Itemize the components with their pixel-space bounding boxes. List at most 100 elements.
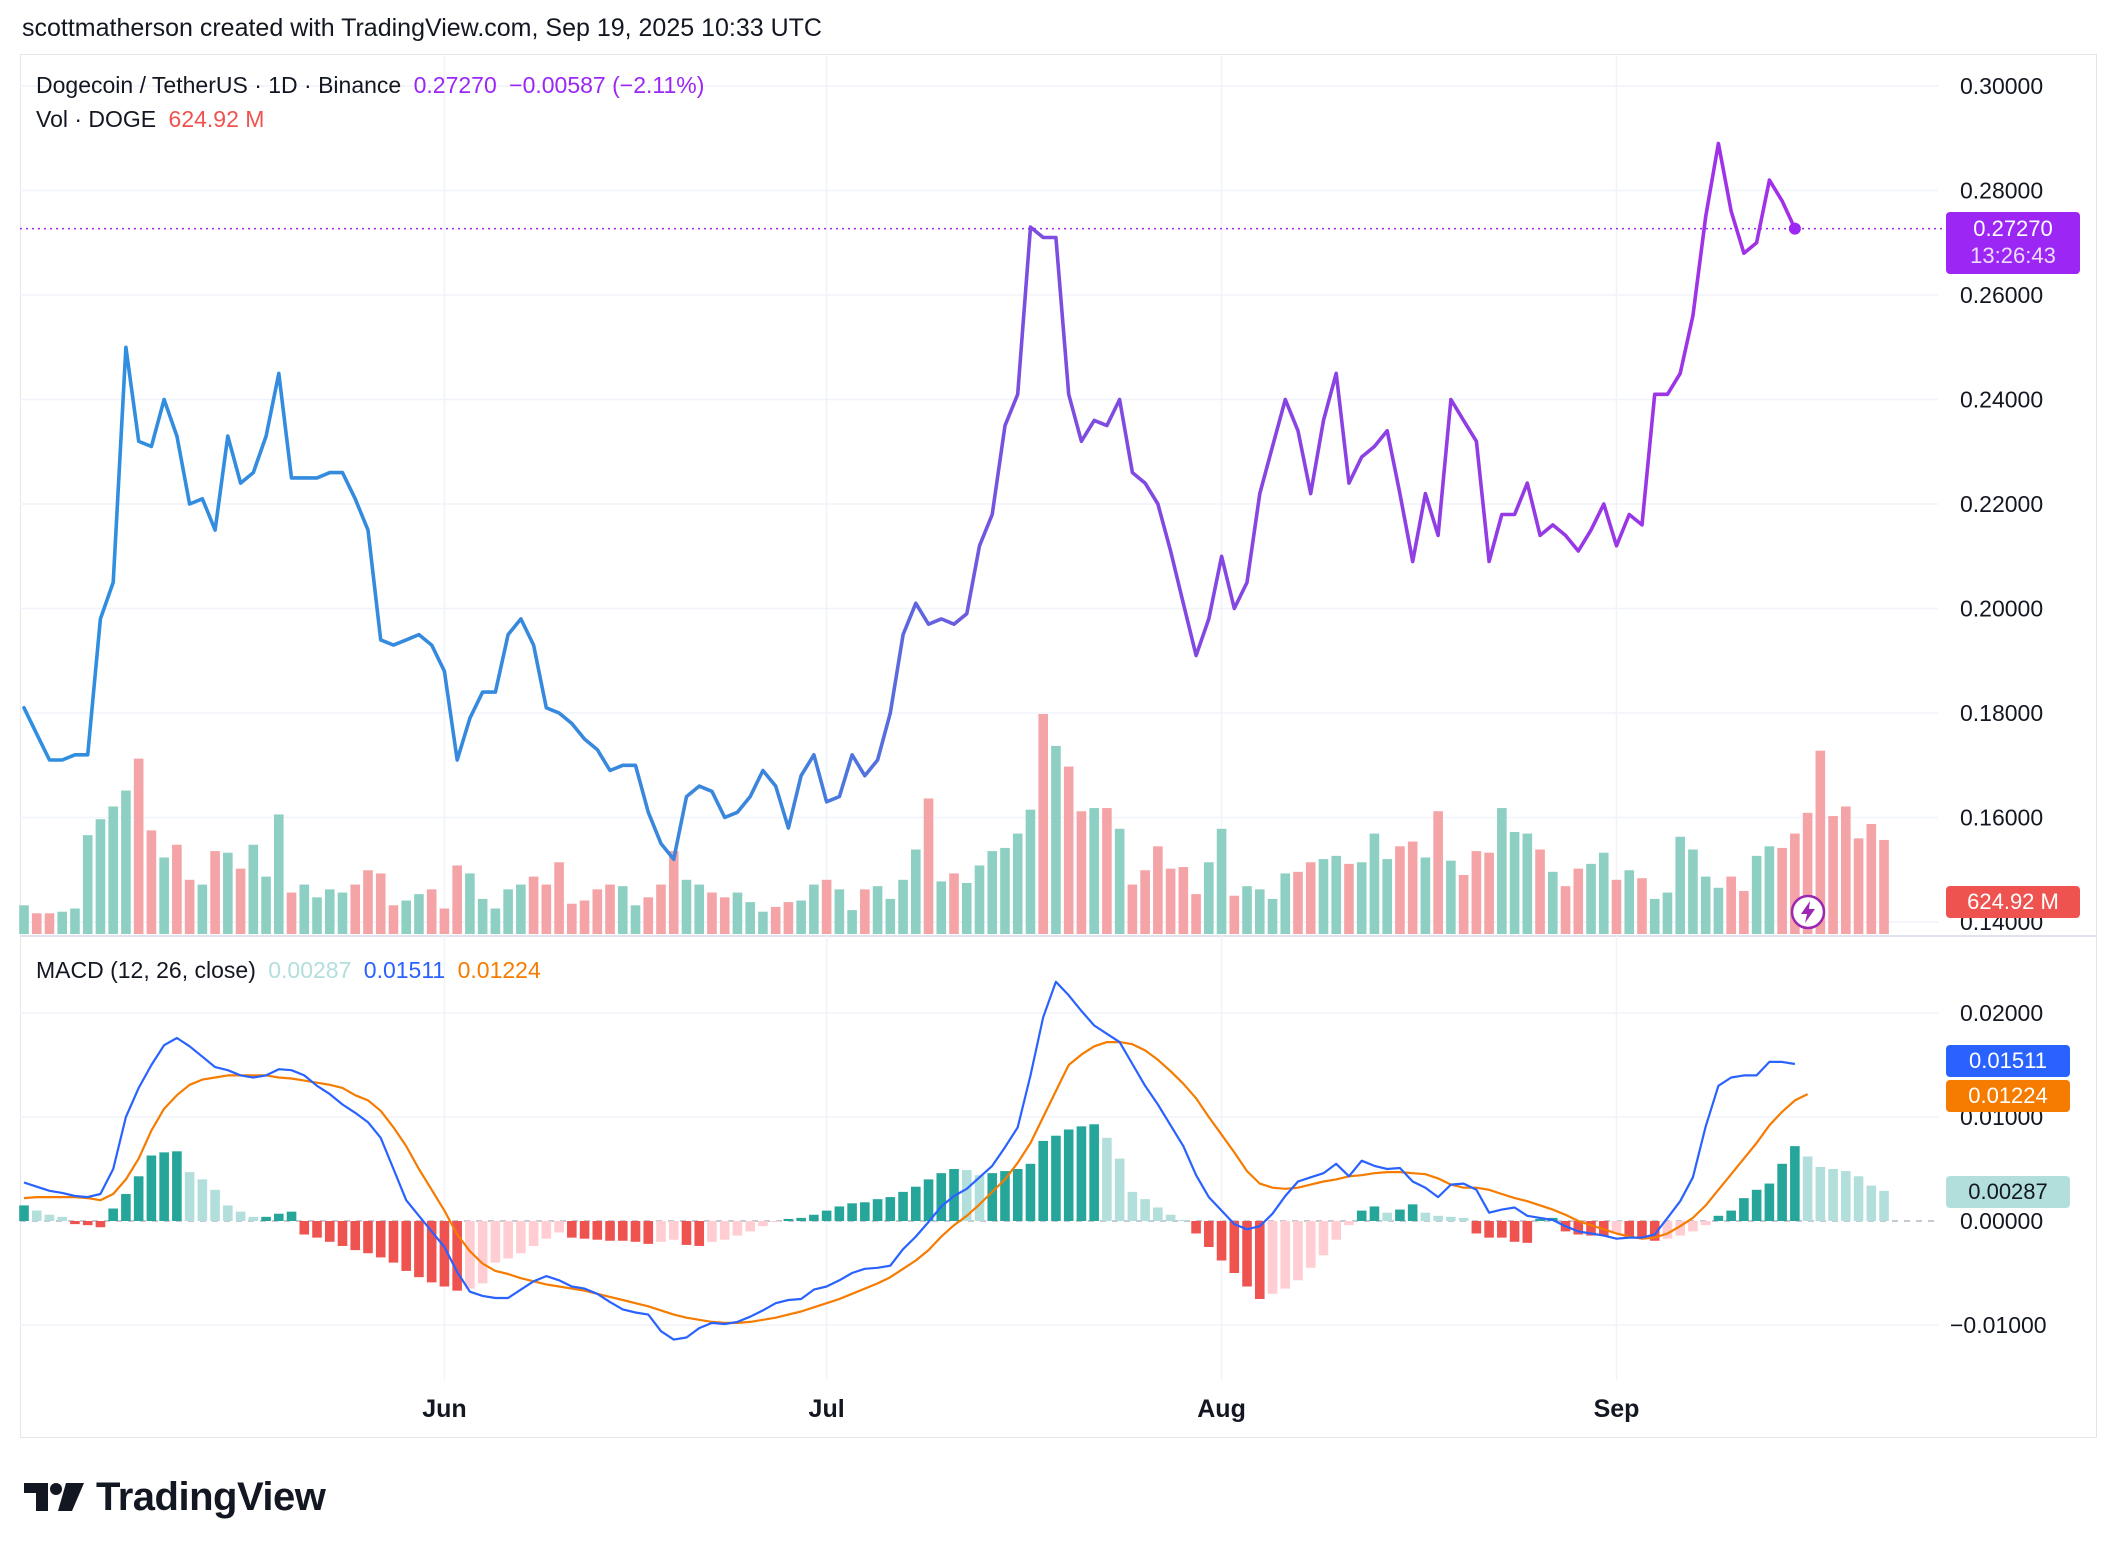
volume-bar bbox=[1012, 833, 1023, 934]
volume-bar bbox=[108, 806, 118, 934]
macd-histogram-bar bbox=[1497, 1221, 1507, 1238]
macd-lines bbox=[23, 980, 1809, 1341]
bar-countdown: 13:26:43 bbox=[1970, 243, 2056, 268]
macd-histogram-bar bbox=[44, 1214, 55, 1221]
macd-histogram-bar bbox=[758, 1221, 768, 1227]
macd-histogram-bar bbox=[707, 1221, 717, 1242]
tradingview-mark-icon bbox=[24, 1483, 84, 1511]
macd-histogram-bar bbox=[337, 1221, 348, 1246]
macd-histogram-bar bbox=[1828, 1169, 1838, 1221]
volume-bar bbox=[1344, 863, 1354, 934]
macd-histogram-bar bbox=[1726, 1210, 1736, 1221]
macd-histogram-bar bbox=[1229, 1221, 1240, 1273]
volume-bar bbox=[1420, 857, 1431, 934]
volume-bar bbox=[1204, 862, 1214, 934]
volume-bar bbox=[974, 865, 985, 934]
volume-bar bbox=[770, 906, 781, 934]
volume-bar bbox=[95, 819, 106, 934]
volume-bar bbox=[1739, 890, 1749, 934]
volume-title[interactable]: Vol · DOGE bbox=[36, 106, 157, 132]
macd-histogram-bar bbox=[324, 1221, 335, 1242]
volume-bar bbox=[1242, 886, 1252, 934]
volume-bar bbox=[1025, 809, 1036, 934]
volume-bar bbox=[1038, 714, 1048, 934]
attribution-header: scottmatherson created with TradingView.… bbox=[22, 14, 822, 42]
macd-histogram-bar bbox=[961, 1170, 972, 1221]
legend-volume-value: 624.92 M bbox=[168, 106, 265, 132]
macd-histogram-bar bbox=[70, 1221, 80, 1225]
volume-bar bbox=[1471, 851, 1482, 934]
macd-tick-label: 0.02000 bbox=[1960, 1000, 2043, 1026]
volume-bar bbox=[860, 889, 870, 934]
macd-histogram-bar bbox=[1802, 1156, 1813, 1221]
volume-bar bbox=[414, 894, 424, 934]
volume-bar bbox=[337, 892, 348, 934]
volume-bar bbox=[477, 898, 488, 934]
macd-histogram-bar bbox=[592, 1221, 603, 1240]
macd-histogram-bar bbox=[1484, 1221, 1494, 1238]
macd-histogram-bar bbox=[834, 1206, 845, 1221]
macd-histogram-bar bbox=[159, 1152, 169, 1221]
volume-bar bbox=[1777, 847, 1787, 934]
volume-bar bbox=[630, 905, 641, 934]
volume-bar bbox=[1879, 839, 1889, 934]
volume-bar bbox=[643, 897, 654, 934]
volume-bar bbox=[1382, 859, 1392, 934]
volume-bar bbox=[248, 844, 259, 934]
symbol-title[interactable]: Dogecoin / TetherUS · 1D · Binance bbox=[36, 72, 402, 98]
volume-bar bbox=[1509, 831, 1520, 934]
volume-bar bbox=[274, 814, 284, 934]
volume-bar bbox=[961, 882, 972, 934]
macd-histogram-bar bbox=[172, 1151, 182, 1221]
macd-histogram bbox=[19, 1124, 1889, 1299]
macd-histogram-bar bbox=[579, 1221, 590, 1239]
macd-histogram-bar bbox=[796, 1217, 806, 1221]
volume-bar bbox=[1649, 898, 1660, 934]
macd-histogram-bar bbox=[1879, 1190, 1889, 1221]
macd-histogram-bar bbox=[197, 1179, 208, 1221]
price-series bbox=[20, 141, 1944, 862]
tradingview-logo[interactable]: TradingView bbox=[22, 1474, 326, 1520]
price-line bbox=[22, 141, 1797, 862]
volume-bar bbox=[375, 873, 386, 934]
volume-bar bbox=[1229, 895, 1240, 934]
volume-bar bbox=[1790, 833, 1800, 934]
volume-bar bbox=[1216, 828, 1227, 934]
macd-histogram-bar bbox=[1216, 1221, 1227, 1261]
macd-histogram-bar bbox=[1675, 1221, 1685, 1236]
price-legend: Dogecoin / TetherUS · 1D · Binance 0.272… bbox=[36, 72, 710, 99]
macd-histogram-bar bbox=[1407, 1204, 1418, 1221]
volume-bar bbox=[1688, 849, 1698, 934]
volume-bar bbox=[324, 889, 335, 934]
volume-bar bbox=[1675, 836, 1685, 934]
volume-bar bbox=[1446, 860, 1456, 934]
macd-histogram-bar bbox=[465, 1221, 475, 1289]
last-price-tag: 0.27270 13:26:43 bbox=[1946, 212, 2080, 274]
volume-bar bbox=[1458, 875, 1469, 934]
volume-bar bbox=[898, 879, 908, 934]
lightning-bolt-icon[interactable] bbox=[1789, 893, 1827, 931]
macd-histogram-bar bbox=[248, 1216, 259, 1221]
macd-histogram-bar bbox=[1344, 1221, 1354, 1226]
macd-histogram-bar bbox=[1165, 1214, 1176, 1221]
volume-bar bbox=[1063, 766, 1074, 934]
volume-bar bbox=[1828, 816, 1838, 934]
macd-title[interactable]: MACD (12, 26, close) bbox=[36, 957, 256, 983]
macd-histogram-bar bbox=[426, 1221, 437, 1283]
volume-bar bbox=[57, 911, 68, 934]
legend-change: −0.00587 (−2.11%) bbox=[509, 72, 705, 98]
volume-bar bbox=[452, 865, 462, 934]
volume-bar bbox=[1751, 855, 1762, 934]
volume-bar bbox=[541, 884, 552, 934]
macd-histogram-bar bbox=[1446, 1216, 1456, 1221]
volume-bar bbox=[439, 908, 450, 934]
volume-bar bbox=[197, 884, 208, 934]
macd-histogram-bar bbox=[1000, 1171, 1010, 1221]
macd-histogram-bar bbox=[95, 1221, 106, 1228]
macd-histogram-bar bbox=[872, 1199, 883, 1221]
price-tick-label: 0.20000 bbox=[1960, 596, 2043, 622]
volume-bar bbox=[121, 790, 131, 934]
macd-histogram-bar bbox=[1114, 1158, 1125, 1221]
volume-bar bbox=[31, 913, 42, 934]
